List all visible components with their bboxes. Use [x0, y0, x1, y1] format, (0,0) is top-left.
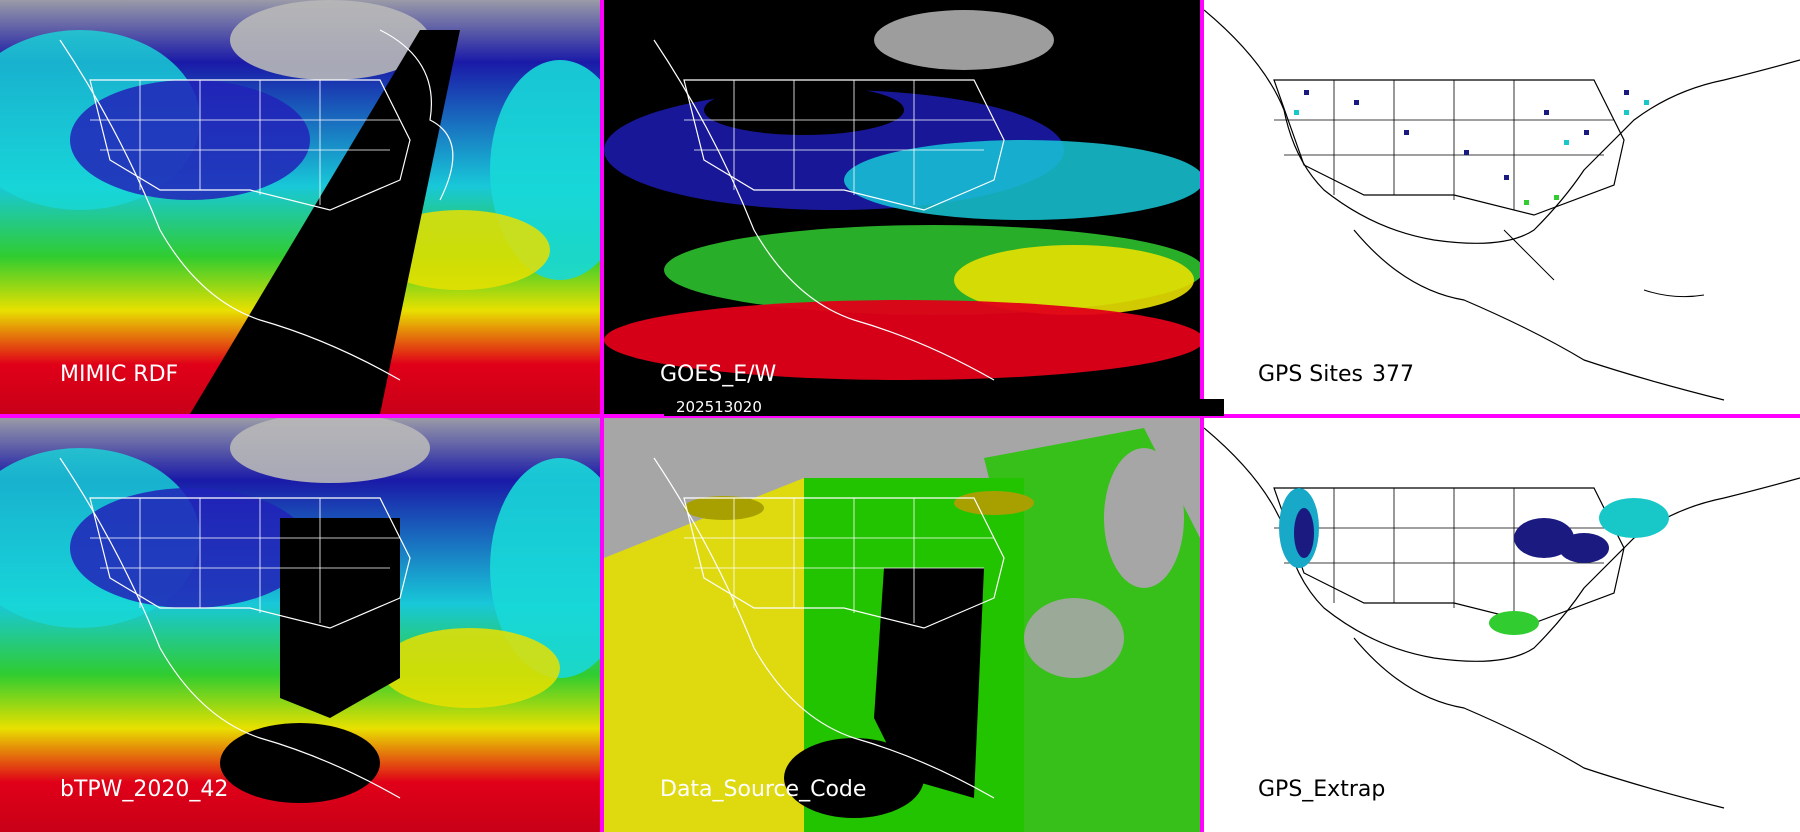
- separator-vertical-right: [1200, 0, 1204, 832]
- panel-label-mimic: MIMIC RDF: [60, 362, 179, 387]
- panel-gps-sites: GPS Sites 377: [1204, 0, 1800, 414]
- data-source-code-map: [604, 418, 1200, 832]
- btpw-map: [0, 418, 600, 832]
- gps-sites-count: 377: [1372, 362, 1414, 387]
- panel-mimic-rdf: MIMIC RDF: [0, 0, 600, 414]
- panel-label-btpw: bTPW_2020_42: [60, 777, 229, 802]
- panel-gps-extrap: GPS_Extrap: [1204, 418, 1800, 832]
- gps-extrap-map: [1204, 418, 1800, 832]
- panel-label-data-source-code: Data_Source_Code: [660, 777, 867, 802]
- panel-label-goes: GOES_E/W: [660, 362, 777, 387]
- panel-goes: GOES_E/W: [604, 0, 1200, 414]
- panel-label-gps-extrap: GPS_Extrap: [1258, 777, 1386, 802]
- timestamp-bar: 202513020: [664, 399, 1224, 416]
- goes-map: [604, 0, 1200, 414]
- separator-vertical-left: [600, 0, 604, 832]
- panel-data-source-code: Data_Source_Code: [604, 418, 1200, 832]
- separator-horizontal: [0, 414, 1800, 418]
- gps-sites-map: [1204, 0, 1800, 414]
- mimic-rdf-map: [0, 0, 600, 414]
- panel-btpw: bTPW_2020_42: [0, 418, 600, 832]
- panel-label-gps-sites: GPS Sites: [1258, 362, 1363, 387]
